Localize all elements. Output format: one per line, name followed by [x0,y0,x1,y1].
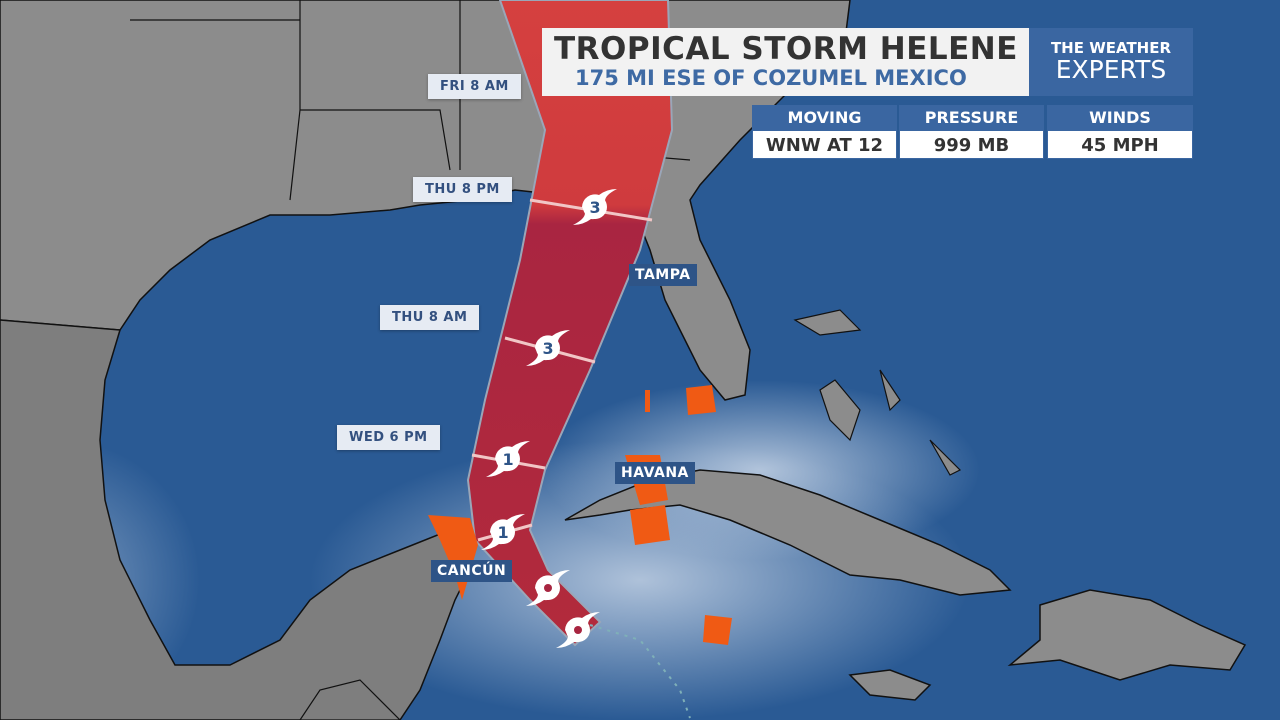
storm-header: TROPICAL STORM HELENE 175 MI ESE OF COZU… [542,28,1029,96]
land-mexico [0,319,476,720]
stat-winds: WINDS 45 MPH [1047,105,1193,159]
land-cuba [564,469,1012,596]
storm-symbol-core [583,195,607,219]
forecast-cone [466,0,674,647]
stat-label: MOVING [752,105,897,130]
storm-category: 1 [497,523,508,542]
stat-moving: MOVING WNW AT 12 [752,105,897,159]
storm-icon: 1 [481,514,525,550]
storm-title: TROPICAL STORM HELENE [554,31,1018,67]
storm-icon: 3 [573,189,617,225]
logo-line2: EXPERTS [1055,55,1167,84]
storm-icon: 3 [526,330,570,366]
stat-label: PRESSURE [899,105,1044,130]
storm-icons: 3 3 1 1 [481,189,617,648]
storm-center-dot [574,626,582,634]
land-central-america [299,679,401,720]
forecast-time-label: WED 6 PM [337,425,440,450]
stat-label: WINDS [1047,105,1193,130]
storm-icon [556,612,600,648]
land-hispaniola [1007,589,1247,681]
brand-logo: THE WEATHER EXPERTS [1029,28,1193,96]
land-jamaica [848,669,932,701]
city-label-tampa: TAMPA [629,264,697,286]
stat-value: 999 MB [899,130,1044,159]
logo-line1: THE WEATHER [1050,39,1172,57]
storm-symbol-core [536,336,560,360]
storm-symbol-core [491,520,515,544]
land-bahamas [793,309,962,476]
forecast-time-label: THU 8 PM [413,177,512,202]
storm-icon [526,570,570,606]
storm-center-dot [544,584,552,592]
forecast-time-label: FRI 8 AM [428,74,521,99]
city-label-cancun: CANCÚN [431,560,513,582]
stat-pressure: PRESSURE 999 MB [899,105,1044,159]
storm-category: 3 [542,339,553,358]
stat-value: 45 MPH [1047,130,1193,159]
storm-location: 175 MI ESE OF COZUMEL MEXICO [575,66,967,90]
storm-category: 1 [502,450,513,469]
storm-category: 3 [589,198,600,217]
storm-symbol-core [496,447,520,471]
storm-icon: 1 [486,441,530,477]
city-label-havana: HAVANA [615,462,695,484]
stat-value: WNW AT 12 [752,130,897,159]
forecast-time-label: THU 8 AM [380,305,480,330]
